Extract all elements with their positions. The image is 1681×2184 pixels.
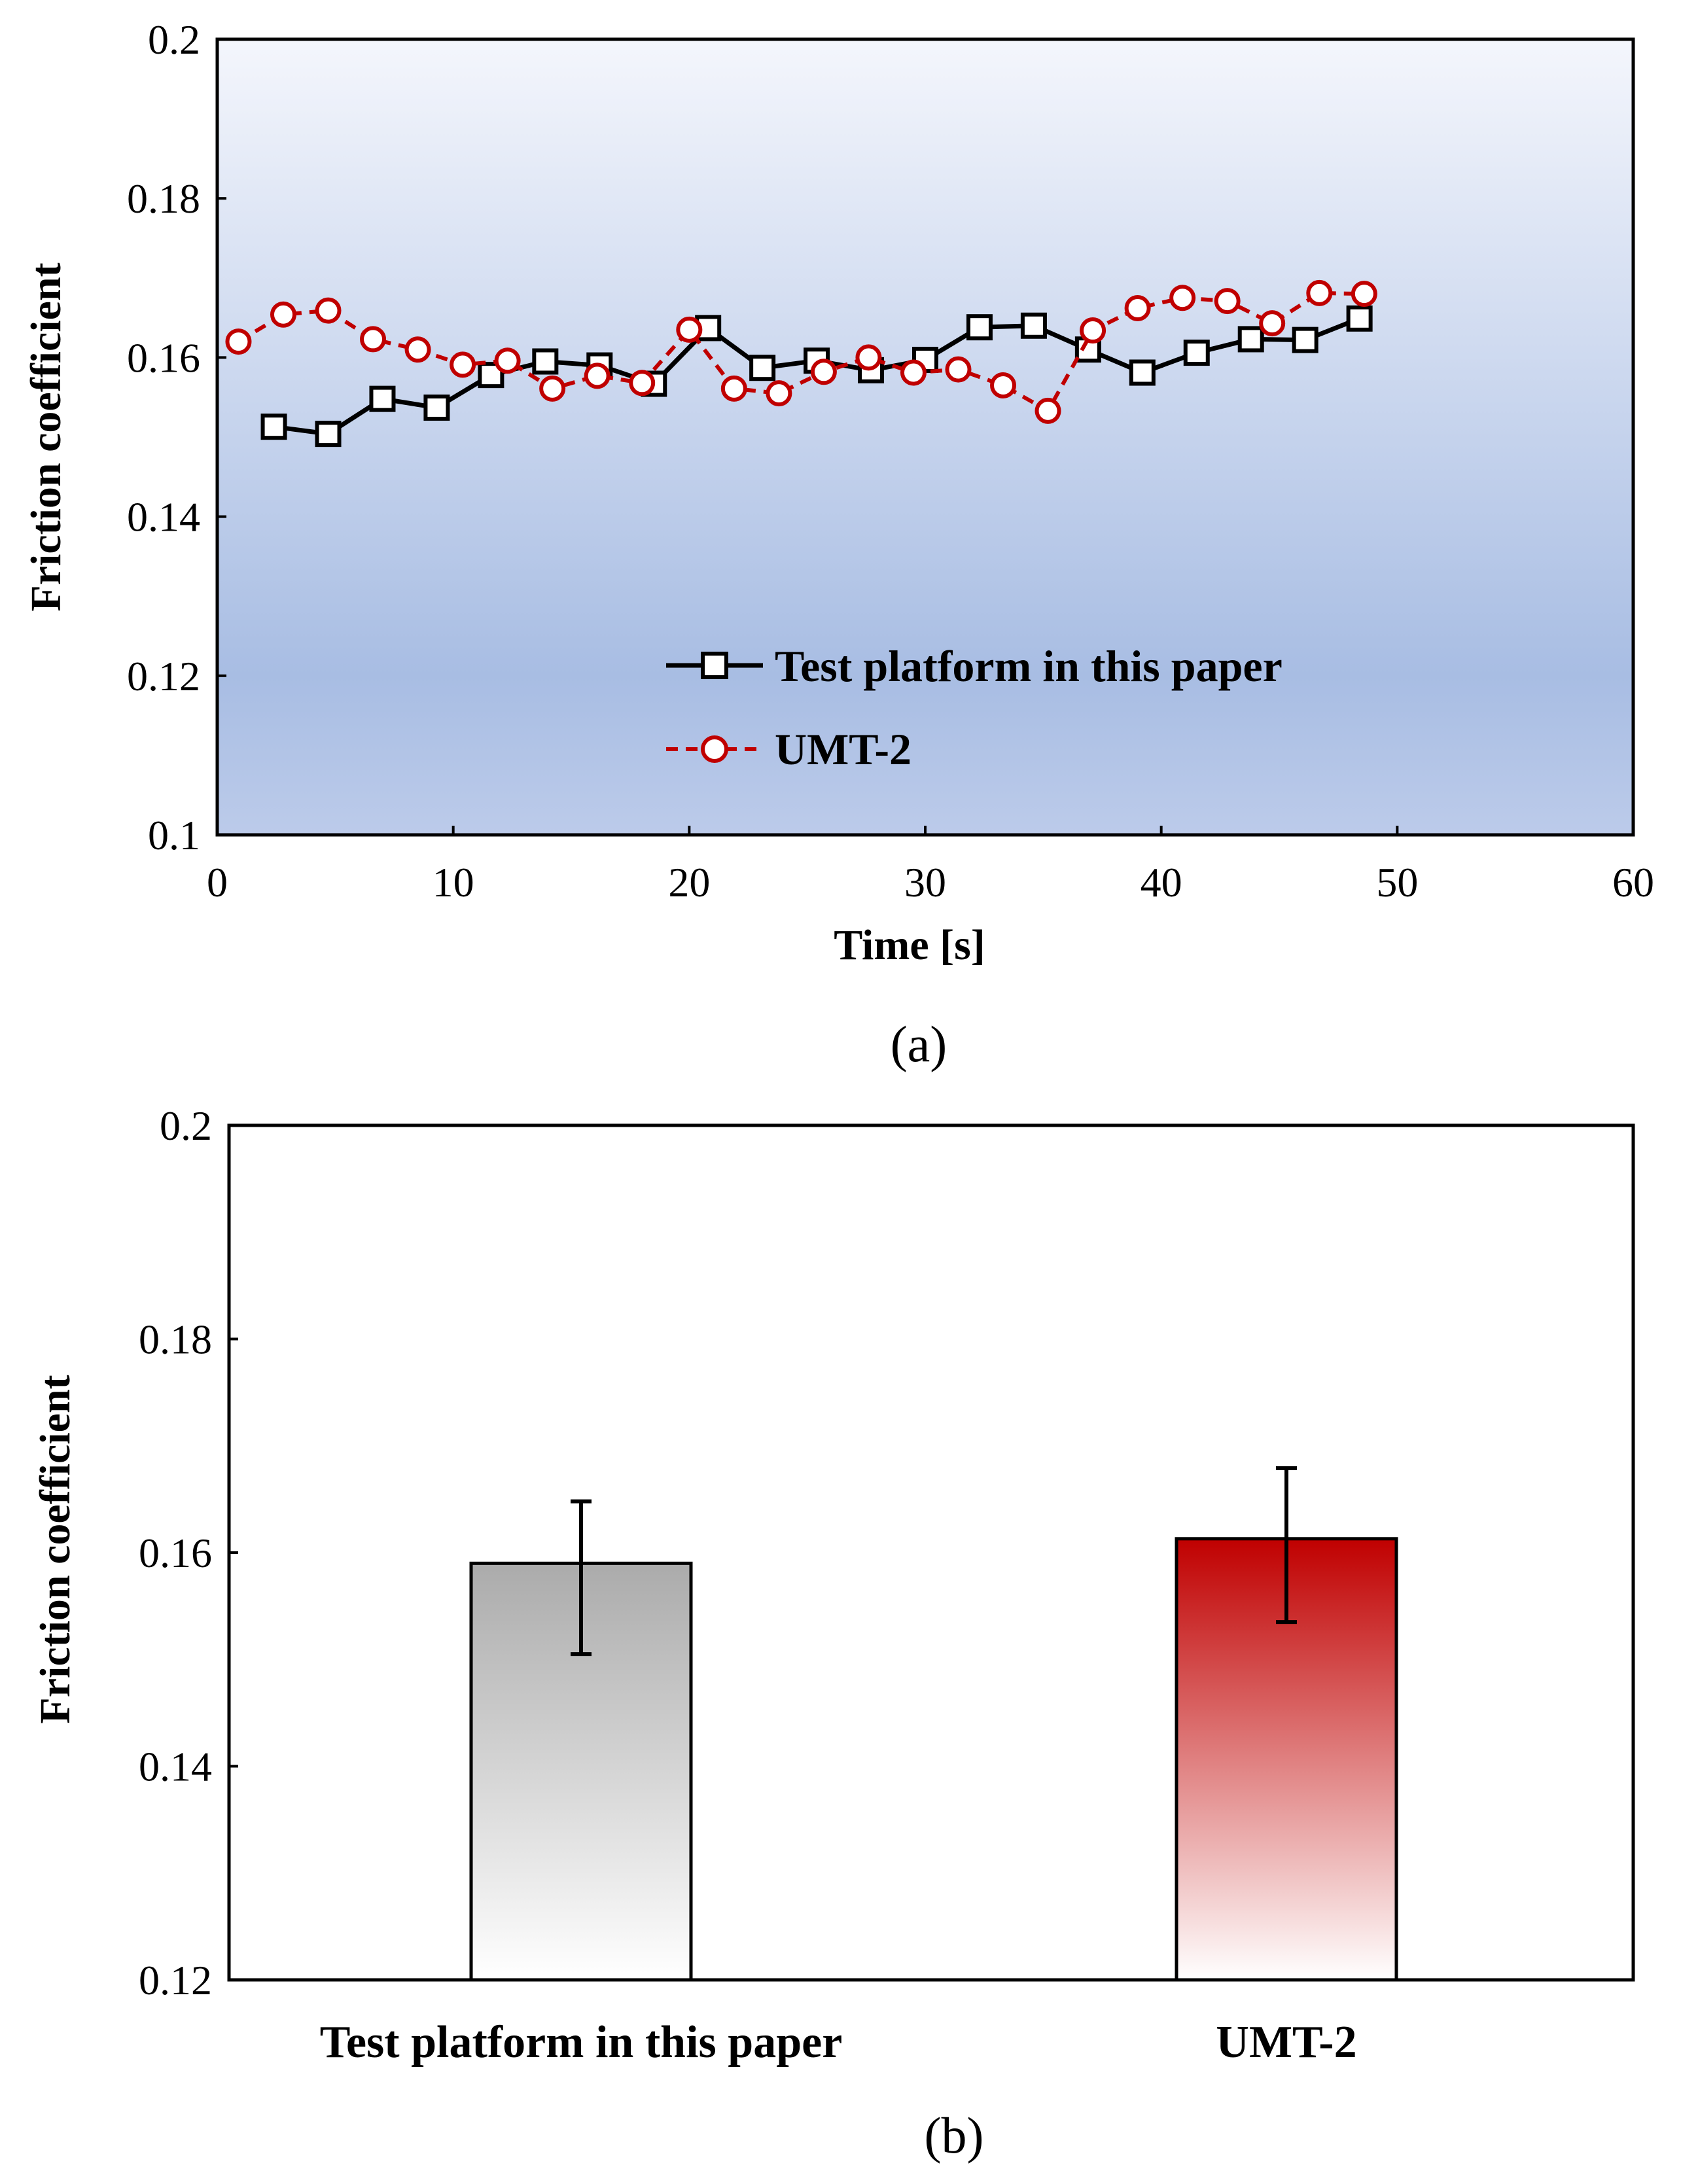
category-label: UMT-2: [1216, 2017, 1356, 2068]
test-platform-point: [369, 385, 396, 412]
panel-b-plot-area: [227, 1123, 1635, 1982]
panel-a-y-axis-title: Friction coefficient: [22, 262, 70, 611]
umt2-point: [270, 301, 296, 328]
panel-a-x-tick-label: 50: [1376, 859, 1418, 906]
umt2-point: [1080, 317, 1106, 344]
umt2-point: [404, 336, 431, 363]
legend-umt2-label: UMT-2: [775, 724, 911, 774]
panel-b-chart: 0.12 0.14 0.16 0.18 0.2 Test platform in thi…: [31, 1102, 1635, 2164]
panel-a-y-tick-label: 0.2: [148, 16, 200, 63]
umt2-point: [720, 375, 747, 402]
umt2-point: [1214, 288, 1241, 315]
panel-a-y-tick-label: 0.14: [127, 494, 200, 540]
panel-a-x-tick-label: 60: [1612, 859, 1654, 906]
umt2-point: [1259, 310, 1286, 337]
panel-a-x-tick-label: 20: [668, 859, 710, 906]
test-platform-point: [1292, 326, 1318, 353]
test-platform-point: [260, 414, 287, 440]
umt2-point: [539, 375, 566, 402]
test-platform-point: [749, 355, 776, 381]
umt2-point: [360, 326, 387, 353]
test-platform-point: [1129, 359, 1156, 386]
umt2-point: [990, 372, 1017, 398]
test-platform-point: [1237, 326, 1264, 353]
panel-a-legend: Test platform in this paper UMT-2: [666, 641, 1283, 774]
panel-b-tick-marks: [229, 1124, 238, 1981]
panel-a-y-tick-label: 0.18: [127, 175, 200, 222]
panel-a-y-tick-label: 0.1: [148, 812, 200, 858]
panel-a-x-tick-label: 10: [433, 859, 474, 906]
umt2-point: [1351, 281, 1377, 308]
test-platform-point: [1346, 305, 1373, 332]
umt2-point: [810, 359, 837, 385]
test-platform-point: [423, 395, 450, 421]
panel-b-y-tick-label: 0.2: [160, 1102, 212, 1149]
panel-a-y-tick-label: 0.16: [127, 334, 200, 381]
bar-test-platform-group: [469, 1499, 693, 1982]
umt2-point: [1306, 279, 1333, 306]
umt2-point: [676, 316, 703, 343]
test-platform-point: [532, 348, 559, 375]
test-platform-point: [966, 314, 993, 341]
panel-a-x-tick-labels: 0 10 20 30 40 50 60: [207, 859, 1654, 906]
umt2-point: [855, 344, 882, 371]
panel-a-caption: (a): [891, 1015, 947, 1072]
panel-b-y-tick-label: 0.14: [139, 1744, 212, 1790]
panel-b-y-tick-label: 0.12: [139, 1957, 212, 2003]
legend-umt2: UMT-2: [666, 724, 911, 774]
panel-a-x-tick-label: 30: [904, 859, 946, 906]
legend-umt2-circle-icon: [701, 735, 728, 763]
legend-test-platform-square-icon: [701, 652, 728, 679]
umt2-point: [766, 380, 792, 407]
legend-test-platform: Test platform in this paper: [666, 641, 1283, 691]
panel-a-chart: 0.1 0.12 0.14 0.16 0.18 0.2 0 10 20 30 40 50 60 Fri…: [22, 16, 1654, 1072]
test-platform-point: [1183, 340, 1210, 366]
panel-b-y-tick-labels: 0.12 0.14 0.16 0.18 0.2: [139, 1102, 212, 2003]
panel-b-caption: (b): [925, 2107, 984, 2164]
panel-a-tick-marks: [216, 38, 1635, 836]
test-platform-point: [1020, 312, 1047, 339]
panel-b-y-tick-label: 0.18: [139, 1316, 212, 1363]
umt2-point: [629, 370, 656, 396]
umt2-point: [945, 356, 972, 383]
panel-a-series: [225, 279, 1377, 448]
panel-a-x-tick-label: 40: [1141, 859, 1182, 906]
umt2-point: [584, 362, 610, 389]
panel-b-category-labels: Test platform in this paper UMT-2: [320, 2017, 1357, 2068]
umt2-point: [225, 328, 252, 355]
umt2-point: [900, 359, 927, 386]
panel-a-y-tick-labels: 0.1 0.12 0.14 0.16 0.18 0.2: [127, 16, 200, 858]
legend-test-platform-label: Test platform in this paper: [775, 641, 1283, 691]
umt2-point: [1124, 295, 1151, 322]
series-umt2: [225, 279, 1377, 424]
panel-a-plot-area: [215, 37, 1635, 837]
panel-b-bars: [469, 1466, 1398, 1982]
category-label: Test platform in this paper: [320, 2017, 843, 2068]
umt2-point: [494, 347, 521, 374]
panel-b-y-axis-title: Friction coefficient: [31, 1375, 79, 1723]
bar-umt2-group: [1175, 1466, 1398, 1982]
panel-a-x-axis-title: Time [s]: [834, 921, 985, 969]
panel-b-y-tick-label: 0.16: [139, 1530, 212, 1576]
umt2-point: [1169, 285, 1196, 311]
panel-a-y-tick-label: 0.12: [127, 653, 200, 699]
umt2-point: [450, 351, 476, 378]
umt2-point: [1035, 397, 1061, 424]
umt2-point: [315, 297, 342, 324]
test-platform-point: [315, 421, 342, 448]
panel-a-x-tick-label: 0: [207, 859, 228, 906]
